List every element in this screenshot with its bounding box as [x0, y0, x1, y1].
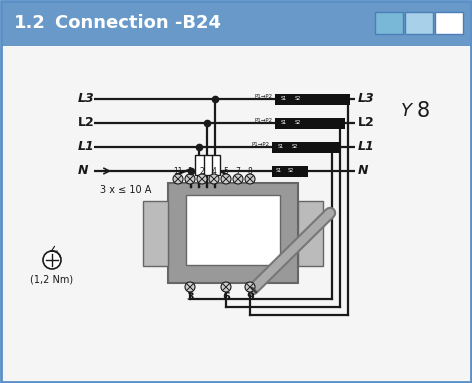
Text: L1: L1 — [358, 141, 375, 154]
Text: 1: 1 — [188, 167, 193, 175]
Bar — [1, 1, 471, 46]
Text: 5: 5 — [224, 167, 228, 175]
Text: 6: 6 — [222, 292, 230, 302]
Circle shape — [209, 174, 219, 184]
Bar — [275, 93, 350, 105]
Circle shape — [185, 282, 195, 292]
Bar — [168, 183, 298, 283]
Text: P1→P2: P1→P2 — [255, 118, 273, 123]
Text: L3: L3 — [78, 93, 95, 105]
Text: S2: S2 — [295, 95, 301, 100]
Text: L2: L2 — [358, 116, 375, 129]
Bar — [143, 200, 168, 265]
Text: 1.2: 1.2 — [14, 15, 46, 33]
Circle shape — [245, 282, 255, 292]
Bar — [211, 155, 219, 175]
Circle shape — [221, 174, 231, 184]
Circle shape — [43, 251, 61, 269]
Text: 4: 4 — [211, 167, 217, 175]
Text: S1: S1 — [278, 144, 284, 149]
Text: 8: 8 — [248, 167, 253, 175]
Text: S2: S2 — [295, 119, 301, 124]
Text: 3: 3 — [186, 292, 194, 302]
Text: S1: S1 — [281, 95, 287, 100]
Text: S2: S2 — [292, 144, 298, 149]
Bar — [202, 155, 211, 175]
Text: L3: L3 — [358, 93, 375, 105]
Text: P1→P2: P1→P2 — [255, 95, 273, 100]
Text: Connection -B24: Connection -B24 — [55, 15, 221, 33]
Bar — [375, 12, 403, 34]
Text: 3 x ≤ 10 A: 3 x ≤ 10 A — [100, 185, 152, 195]
Bar — [272, 165, 308, 177]
Circle shape — [245, 174, 255, 184]
Circle shape — [185, 174, 195, 184]
Text: 2: 2 — [200, 167, 204, 175]
Text: S1: S1 — [276, 167, 282, 172]
Bar — [194, 155, 203, 175]
Text: 7: 7 — [236, 167, 240, 175]
Circle shape — [173, 174, 183, 184]
Circle shape — [233, 174, 243, 184]
Bar — [298, 200, 323, 265]
Bar — [275, 118, 345, 129]
Circle shape — [221, 282, 231, 292]
Text: S2: S2 — [288, 167, 294, 172]
Text: Y: Y — [401, 102, 412, 120]
Text: L2: L2 — [78, 116, 95, 129]
Bar — [186, 195, 280, 265]
Text: (1,2 Nm): (1,2 Nm) — [30, 275, 74, 285]
Text: L1: L1 — [78, 141, 95, 154]
Bar — [435, 12, 463, 34]
Text: 9: 9 — [246, 292, 254, 302]
Bar — [405, 12, 433, 34]
Bar — [272, 141, 340, 152]
Text: N: N — [78, 165, 89, 177]
Circle shape — [197, 174, 207, 184]
Text: 8: 8 — [416, 101, 430, 121]
Text: N: N — [358, 165, 369, 177]
Text: 11: 11 — [173, 167, 183, 175]
Text: P1→P2: P1→P2 — [252, 142, 270, 147]
Text: S1: S1 — [281, 119, 287, 124]
